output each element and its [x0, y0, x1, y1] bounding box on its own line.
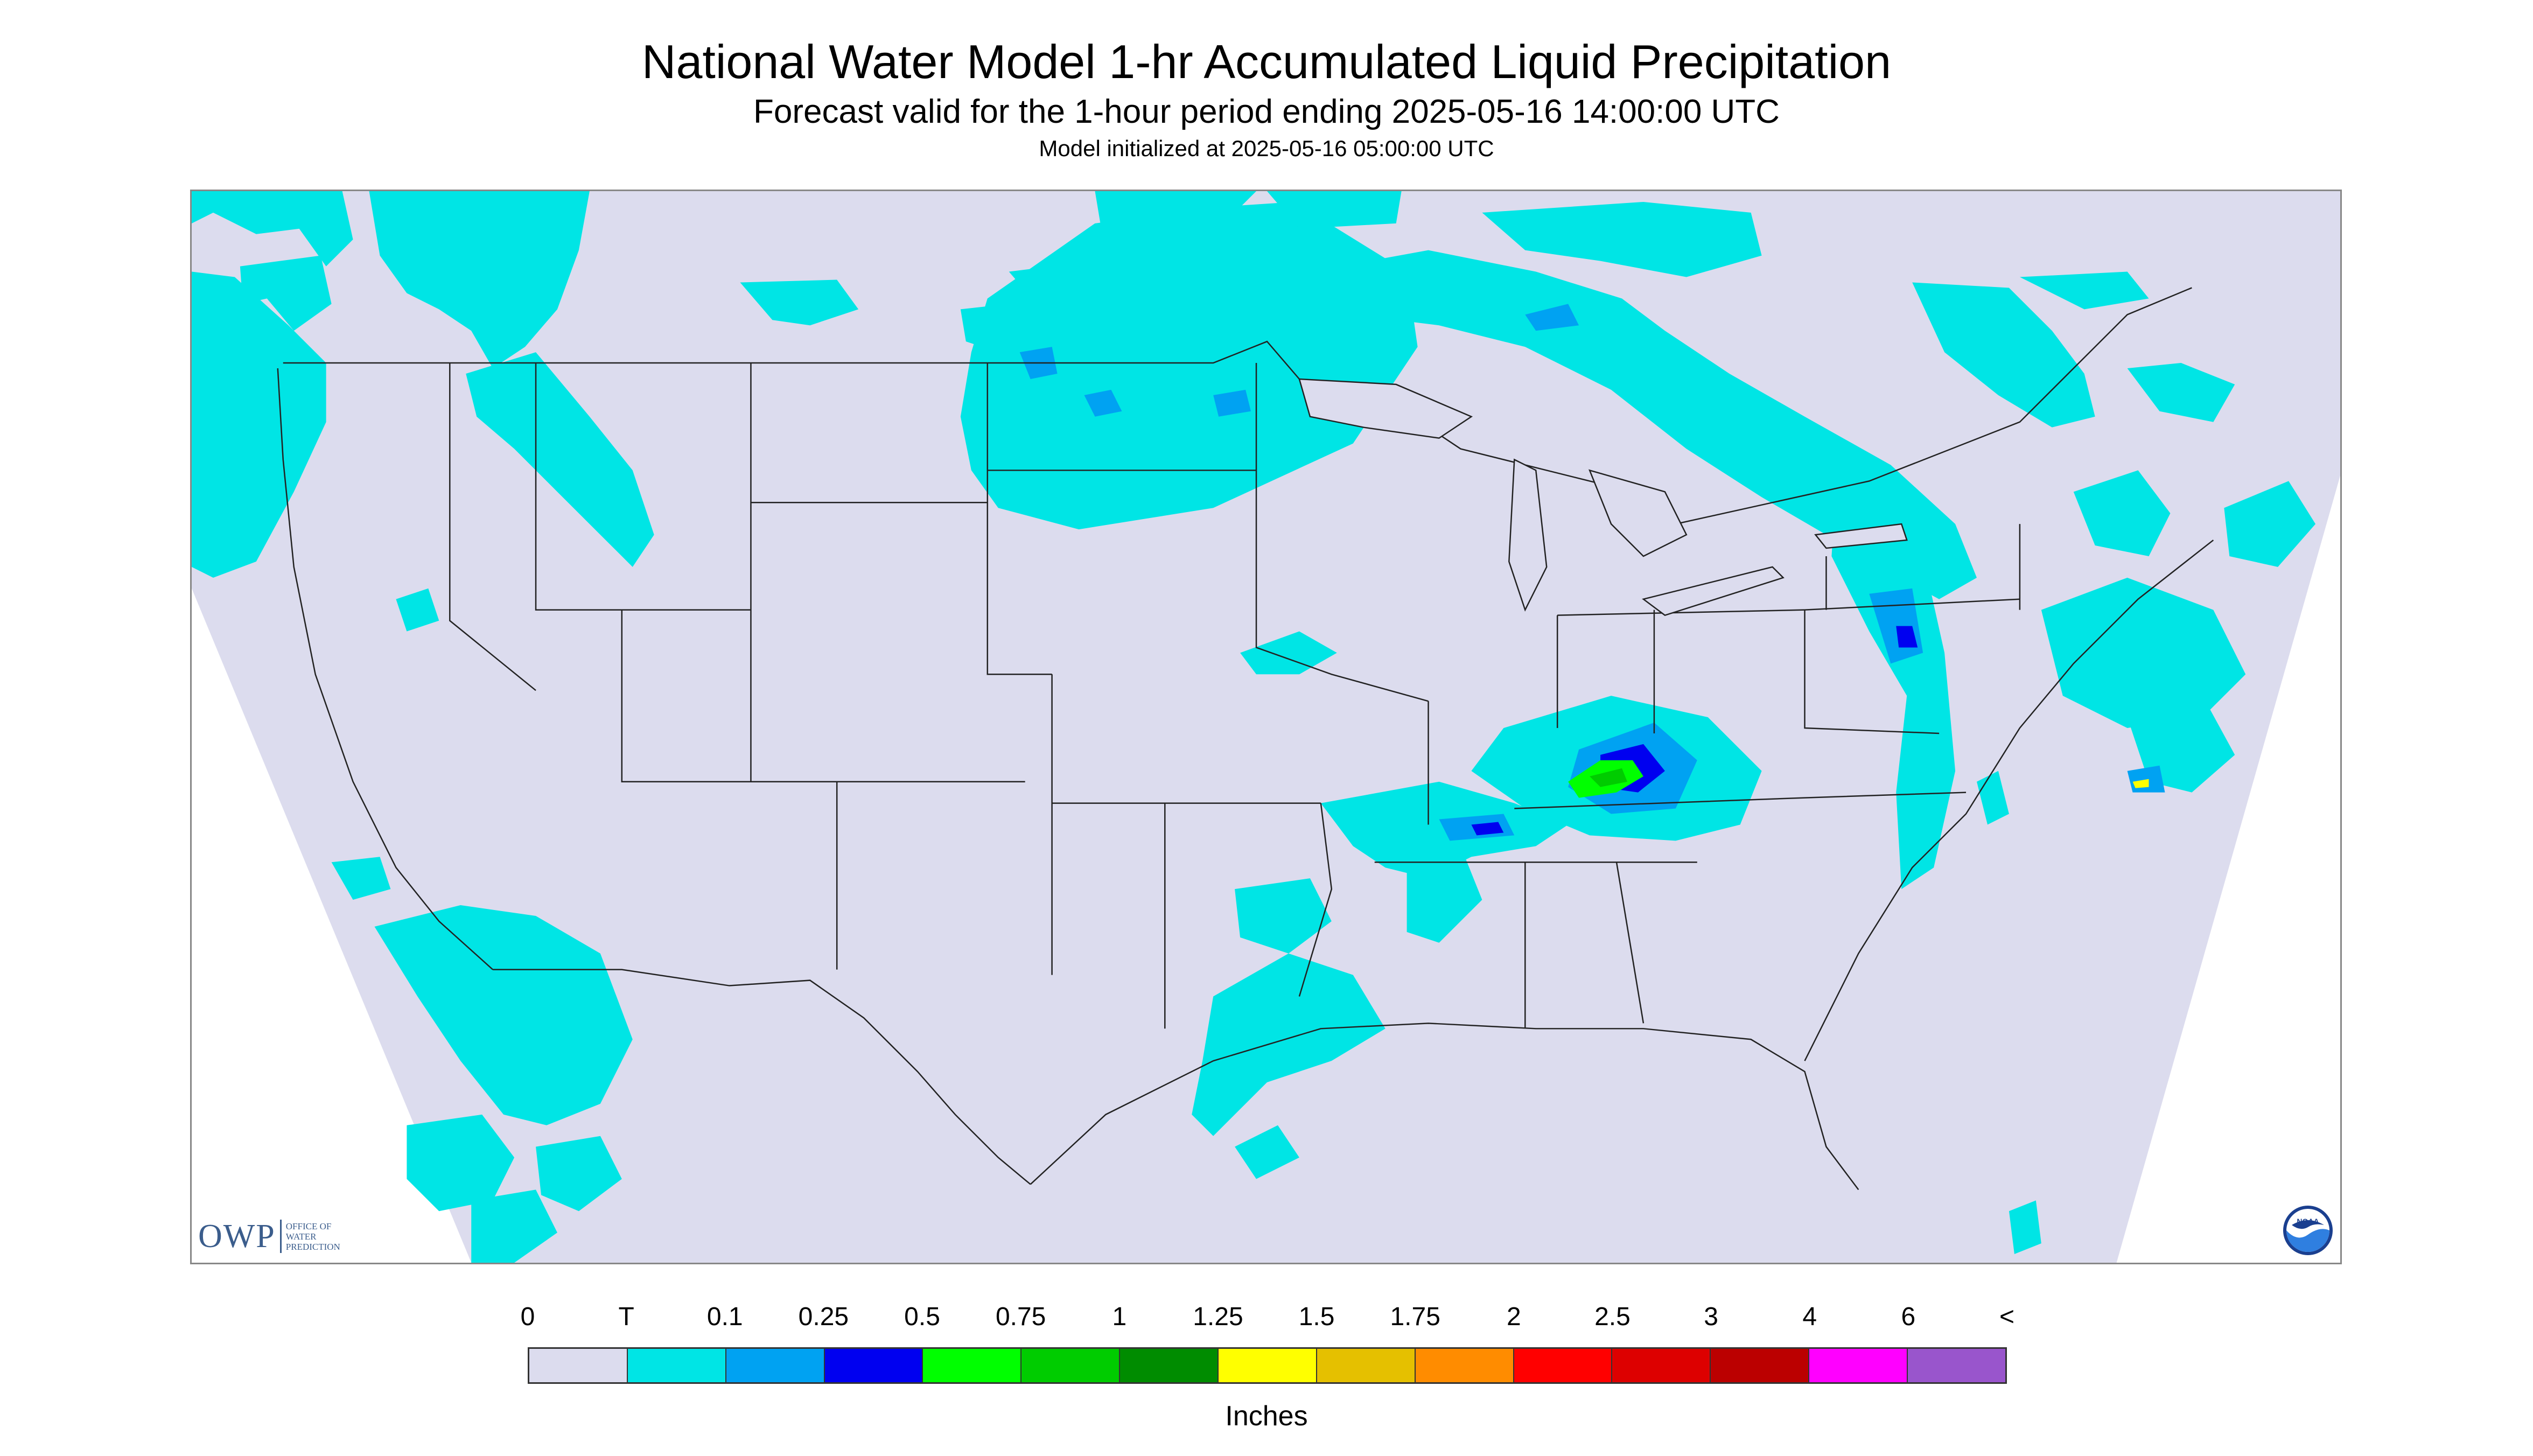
legend-swatch	[1711, 1349, 1810, 1382]
lake-michigan	[1508, 458, 1548, 612]
us-canada-border	[283, 287, 2192, 525]
legend-tick-label: 0.25	[798, 1303, 849, 1331]
lake-ontario	[1814, 523, 1908, 549]
owp-sub-line: Office of	[285, 1221, 332, 1231]
legend-swatch	[1612, 1349, 1711, 1382]
legend-swatch	[1317, 1349, 1416, 1382]
lake-erie	[1642, 566, 1785, 617]
legend-swatch	[1908, 1349, 2005, 1382]
owp-separator	[279, 1220, 282, 1253]
legend-tick-label: 0	[520, 1303, 535, 1331]
owp-wordmark: OWP	[198, 1217, 276, 1255]
coastline-west	[277, 368, 493, 970]
legend-swatch	[1415, 1349, 1514, 1382]
lake-huron	[1588, 469, 1688, 557]
legend-swatch	[726, 1349, 825, 1382]
precip-heavy-core	[1568, 760, 2149, 798]
noaa-logo-icon: NOAA	[2283, 1206, 2333, 1255]
legend-tick-label: 2.5	[1594, 1303, 1631, 1331]
legend-tick-label: 0.75	[995, 1303, 1046, 1331]
precipitation-legend	[528, 1347, 2007, 1384]
legend-swatch	[529, 1349, 628, 1382]
svg-text:NOAA: NOAA	[2297, 1217, 2319, 1226]
map-canvas	[192, 191, 2340, 1263]
legend-tick-label: <	[1999, 1303, 2015, 1331]
legend-swatch	[824, 1349, 923, 1382]
us-mexico-border	[493, 969, 1031, 1185]
legend-units-label: Inches	[1225, 1401, 1308, 1432]
legend-tick-label: 1	[1112, 1303, 1127, 1331]
precip-trace-areas	[192, 191, 2316, 1263]
great-lakes	[1298, 378, 1908, 617]
legend-tick-label: 0.1	[706, 1303, 743, 1331]
legend-tick-label: 1.25	[1193, 1303, 1243, 1331]
legend-swatch	[1219, 1349, 1317, 1382]
page-subtitle: Forecast valid for the 1-hour period end…	[753, 93, 1780, 130]
owp-logo: OWP Office of Water Prediction	[198, 1217, 340, 1255]
legend-tick-label: 4	[1802, 1303, 1817, 1331]
precipitation-map: OWP Office of Water Prediction NOAA	[190, 190, 2342, 1264]
east-coast	[1804, 540, 2214, 1061]
legend-swatch	[1120, 1349, 1219, 1382]
legend-tick-label: 1.5	[1298, 1303, 1335, 1331]
legend-swatch	[923, 1349, 1022, 1382]
legend-swatch	[627, 1349, 726, 1382]
legend-swatch	[1021, 1349, 1121, 1382]
owp-sub-line: Water	[285, 1231, 317, 1242]
legend-swatch	[1514, 1349, 1613, 1382]
boundary-lines	[277, 287, 2214, 1191]
legend-labels: 0 T 0.1 0.25 0.5 0.75 1 1.25 1.5 1.75 2 2.5 3 4 6 <	[521, 1302, 2014, 1334]
legend-tick-label: 1.75	[1390, 1303, 1440, 1331]
page-title: National Water Model 1-hr Accumulated Li…	[641, 35, 1892, 88]
legend-tick-label: 0.5	[904, 1303, 940, 1331]
owp-subtitle: Office of Water Prediction	[286, 1221, 340, 1252]
legend-swatch	[1809, 1349, 1908, 1382]
legend-tick-label: T	[618, 1303, 634, 1331]
legend-tick-label: 6	[1901, 1303, 1916, 1331]
gulf-coast	[1030, 1023, 1859, 1191]
legend-tick-label: 3	[1704, 1303, 1718, 1331]
owp-sub-line: Prediction	[285, 1241, 340, 1252]
model-init-text: Model initialized at 2025-05-16 05:00:00…	[1039, 136, 1494, 161]
lake-superior	[1298, 378, 1473, 439]
legend-tick-label: 2	[1506, 1303, 1521, 1331]
